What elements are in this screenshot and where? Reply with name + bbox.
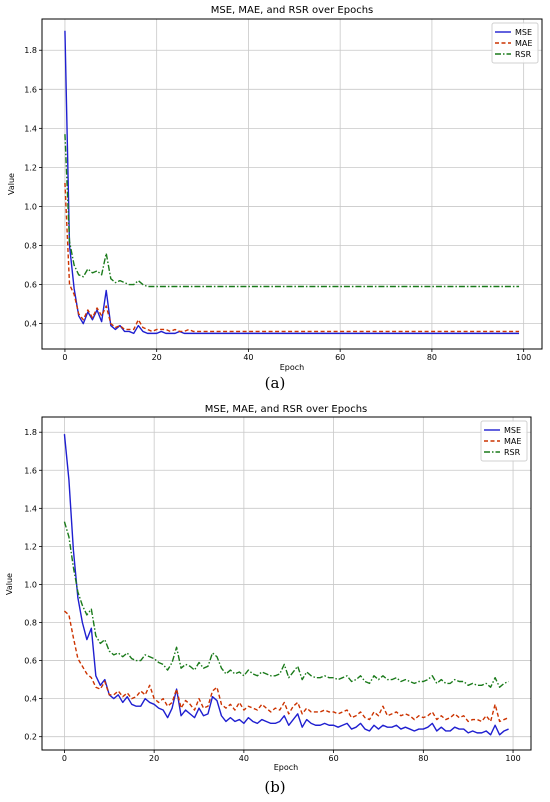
x-tick-label: 60: [329, 754, 339, 763]
y-tick-label: 0.6: [24, 657, 37, 666]
series-line-rsr: [64, 134, 520, 288]
chart-title: MSE, MAE, and RSR over Epochs: [205, 404, 368, 415]
x-axis-label: Epoch: [280, 363, 305, 372]
x-tick-label: 0: [62, 353, 67, 362]
x-tick-label: 100: [505, 754, 520, 763]
legend: MSE MAE RSR: [491, 22, 539, 64]
chart-title: MSE, MAE, and RSR over Epochs: [211, 5, 374, 16]
y-tick-label: 0.8: [24, 242, 37, 251]
legend-label: MAE: [504, 437, 521, 446]
series-line-mse: [64, 30, 520, 335]
legend-label: RSR: [515, 50, 532, 59]
y-tick-label: 1.2: [24, 163, 37, 172]
series-line-rsr: [63, 521, 509, 688]
y-tick-label: 0.6: [24, 281, 37, 290]
legend-label: MSE: [504, 426, 521, 435]
caption-a: (a): [264, 374, 286, 392]
y-tick-label: 0.4: [24, 320, 37, 329]
series-line-mae: [64, 182, 520, 333]
x-axis-label: Epoch: [274, 763, 299, 772]
y-tick-label: 1.8: [24, 428, 37, 437]
y-axis-label: Value: [5, 573, 14, 595]
chart-b: MSE, MAE, and RSR over Epochs Epoch Valu…: [5, 404, 532, 772]
legend-label: MSE: [515, 28, 532, 37]
caption-b: (b): [264, 778, 286, 796]
grid: [42, 19, 542, 349]
y-tick-label: 1.4: [24, 504, 37, 513]
x-tick-label: 80: [418, 754, 428, 763]
plot-area: [41, 416, 532, 751]
y-axis-label: Value: [7, 173, 16, 195]
chart-a: MSE, MAE, and RSR over Epochs Epoch Valu…: [7, 5, 543, 372]
series-line-mae: [63, 610, 509, 723]
chart-panel-b: MSE, MAE, and RSR over Epochs Epoch Valu…: [0, 400, 550, 802]
legend-box: [480, 420, 528, 462]
y-tick-label: 1.4: [24, 124, 37, 133]
y-tick-label: 0.8: [24, 619, 37, 628]
y-tick-label: 1.6: [24, 466, 37, 475]
legend-box: [491, 22, 539, 64]
y-tick-label: 0.4: [24, 695, 37, 704]
legend: MSE MAE RSR: [480, 420, 528, 462]
y-tick-label: 1.2: [24, 542, 37, 551]
y-tick-label: 0.2: [24, 733, 37, 742]
x-tick-label: 80: [427, 353, 437, 362]
y-tick-label: 1.8: [24, 46, 37, 55]
x-tick-label: 0: [62, 754, 67, 763]
x-tick-label: 20: [152, 353, 162, 362]
y-tick-label: 1.6: [24, 85, 37, 94]
legend-label: RSR: [504, 448, 521, 457]
x-tick-label: 40: [239, 754, 249, 763]
x-tick-label: 40: [243, 353, 253, 362]
chart-panel-a: MSE, MAE, and RSR over Epochs Epoch Valu…: [0, 0, 550, 400]
grid: [42, 417, 531, 750]
x-tick-label: 100: [516, 353, 531, 362]
x-tick-label: 20: [149, 754, 159, 763]
x-tick-label: 60: [335, 353, 345, 362]
plot-area: [41, 18, 543, 350]
series-line-mse: [63, 434, 509, 736]
y-tick-label: 1.0: [24, 202, 37, 211]
legend-label: MAE: [515, 39, 532, 48]
y-tick-label: 1.0: [24, 580, 37, 589]
